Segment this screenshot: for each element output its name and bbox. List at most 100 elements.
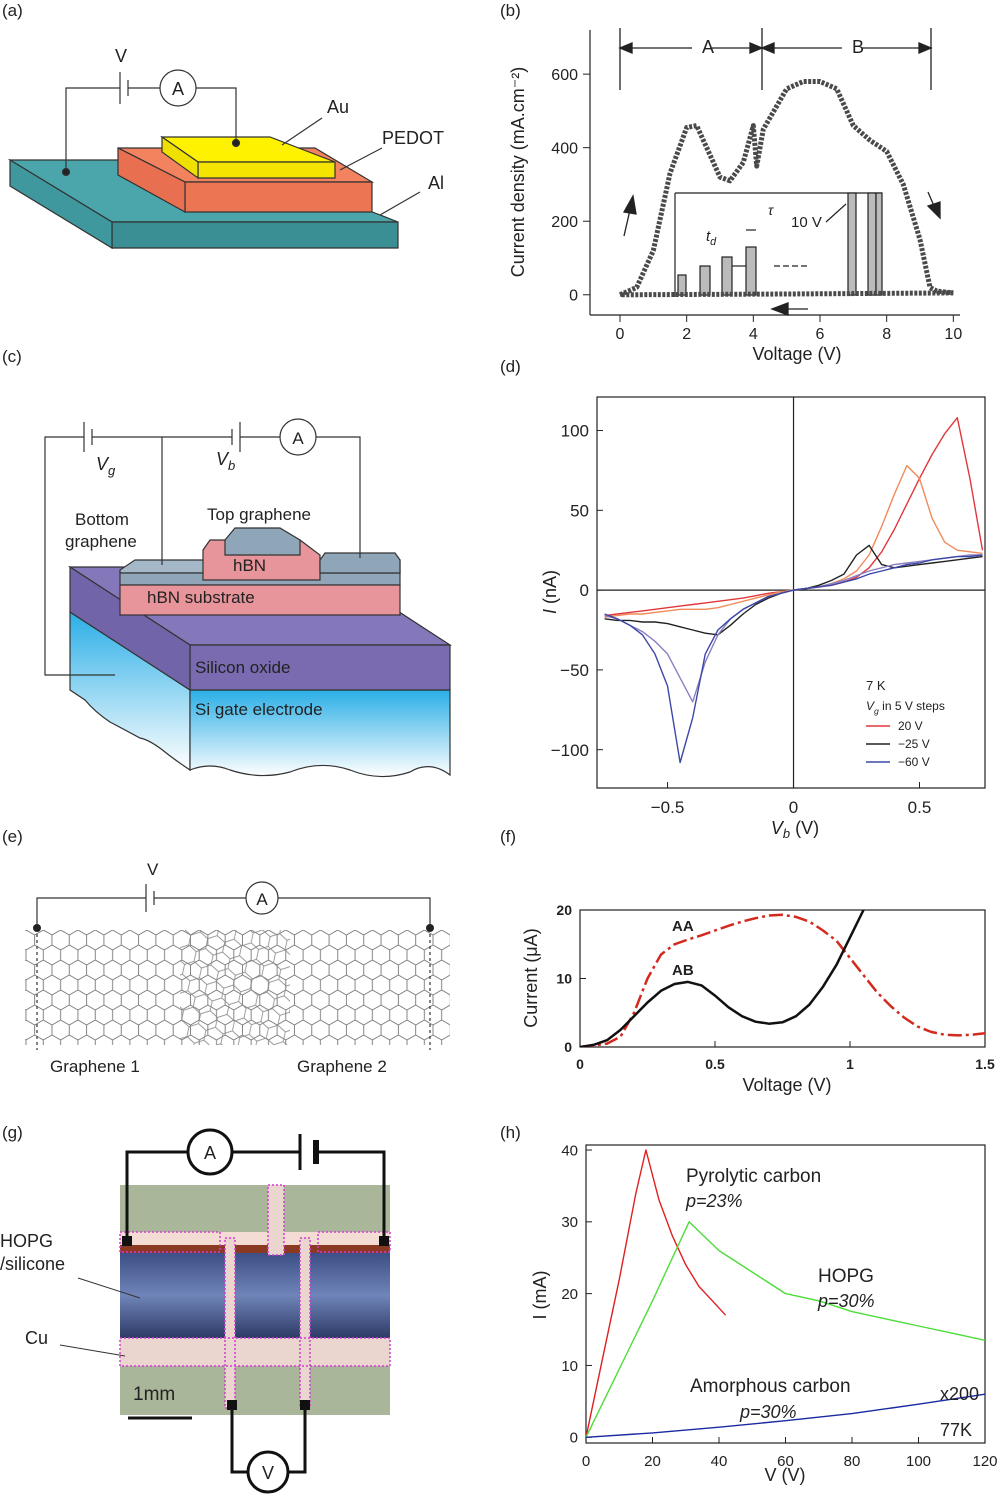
annotation-sub: d — [710, 236, 717, 248]
wire — [44, 436, 115, 676]
bias-main: V — [216, 449, 230, 469]
arrowhead — [770, 302, 789, 316]
x-axis-label: Vb (V) — [771, 818, 819, 841]
si-front — [189, 689, 451, 778]
sample-label: /silicone — [0, 1254, 65, 1274]
arrowhead — [918, 42, 933, 54]
y-axis-label: Current (μA) — [521, 928, 541, 1027]
diagram-c-labels: A Vg Vb Top graphene hBN hBN substrate S… — [65, 429, 323, 719]
annotation-main: t — [706, 228, 711, 245]
series-line — [618, 79, 954, 298]
y-tick-label: 0 — [580, 581, 589, 600]
contact-dot — [33, 924, 41, 932]
lattice-label: Graphene 1 — [50, 1057, 140, 1076]
annotation: A — [702, 37, 714, 57]
hbn-substrate — [119, 584, 401, 616]
series-line — [586, 1149, 727, 1438]
meter-label: A — [172, 79, 184, 99]
top-graphene-lead — [319, 552, 401, 574]
y-tick-label: 20 — [561, 1286, 578, 1303]
plot-frame — [579, 909, 986, 1048]
x-tick-label: 0.5 — [705, 1056, 725, 1072]
panel-label: (e) — [2, 827, 23, 846]
bias-label: Vb — [216, 449, 235, 473]
al-side — [9, 158, 113, 250]
diagram-c — [44, 418, 453, 778]
x-tick-label: 100 — [906, 1453, 931, 1470]
ammeter — [279, 418, 317, 456]
al-front — [111, 221, 399, 249]
x-tick-label: 4 — [749, 326, 758, 343]
y-tick-label: 10 — [556, 971, 572, 987]
x-tick-label: 0 — [789, 798, 798, 817]
layer-label: graphene — [65, 532, 137, 551]
panel-label: (d) — [500, 357, 521, 376]
wire — [36, 897, 146, 928]
pulse — [745, 246, 757, 296]
series-line — [586, 1221, 985, 1438]
gate-sub: g — [108, 463, 116, 478]
annotation: td — [706, 228, 717, 248]
wire — [316, 436, 361, 558]
meter-label: A — [204, 1143, 216, 1163]
y-tick-label: 0 — [564, 1039, 572, 1055]
layer-label: Bottom — [75, 510, 129, 529]
wire — [316, 1150, 386, 1240]
layer-label: Al — [428, 173, 444, 193]
contact — [122, 1236, 132, 1246]
series-label: Pyrolytic carbon — [686, 1166, 821, 1187]
y-tick-label: 200 — [551, 214, 578, 231]
x-tick-label: 0 — [576, 1056, 584, 1072]
x-tick-label: 10 — [944, 326, 962, 343]
series-line — [586, 1393, 985, 1438]
arrowhead — [926, 201, 941, 220]
meter-label: V — [262, 1463, 274, 1483]
x-tick-label: 0 — [616, 326, 625, 343]
x-tick-label: 80 — [844, 1453, 861, 1470]
series-line — [580, 913, 985, 1047]
x-tick-label: 1 — [846, 1056, 854, 1072]
si-side — [69, 610, 191, 772]
y-tick-label: 40 — [561, 1142, 578, 1159]
arrowhead — [618, 42, 633, 54]
x-tick-label: 8 — [882, 326, 891, 343]
cu-strip — [120, 1338, 390, 1366]
au-front — [197, 161, 336, 179]
meter-label: A — [292, 429, 304, 448]
y-axis-label: I (nA) — [540, 570, 560, 614]
series-label: HOPG — [818, 1266, 874, 1287]
panel-label: (f) — [500, 827, 516, 846]
x-tick-label: 0.5 — [908, 798, 932, 817]
layer-label: hBN substrate — [147, 588, 255, 607]
pulse — [875, 192, 883, 296]
top-graphene — [224, 527, 301, 556]
gate-label: Vg — [96, 454, 116, 478]
oxide-side — [69, 565, 191, 692]
contact-dot — [426, 924, 434, 932]
wire — [125, 1150, 188, 1240]
x-axis-label-main: V — [771, 818, 785, 838]
y-tick-label: 0 — [570, 1430, 578, 1447]
probe — [267, 1184, 285, 1256]
y-tick-label: 20 — [556, 902, 572, 918]
wire — [196, 87, 237, 143]
leader — [825, 203, 847, 223]
panel-label: (a) — [2, 1, 23, 20]
contact — [379, 1236, 389, 1246]
diagram-e-labels: A V Graphene 1 Graphene 2 — [50, 860, 387, 1076]
bracket-b — [618, 28, 941, 316]
pulse — [721, 256, 733, 296]
x-axis-label: V (V) — [764, 1465, 805, 1485]
annotation-unit: in 5 V steps — [879, 699, 945, 713]
annotation: B — [852, 37, 864, 57]
outline — [317, 1231, 391, 1253]
x-tick-label: 120 — [972, 1453, 997, 1470]
y-axis-label-main: I — [540, 609, 560, 614]
y-tick-label: 50 — [570, 501, 589, 520]
diagram-e — [25, 881, 450, 1050]
wire — [278, 897, 431, 928]
series-label: AB — [672, 962, 694, 979]
arrowhead — [760, 42, 775, 54]
x-tick-label: 6 — [816, 326, 825, 343]
annotation: τ — [768, 202, 774, 218]
